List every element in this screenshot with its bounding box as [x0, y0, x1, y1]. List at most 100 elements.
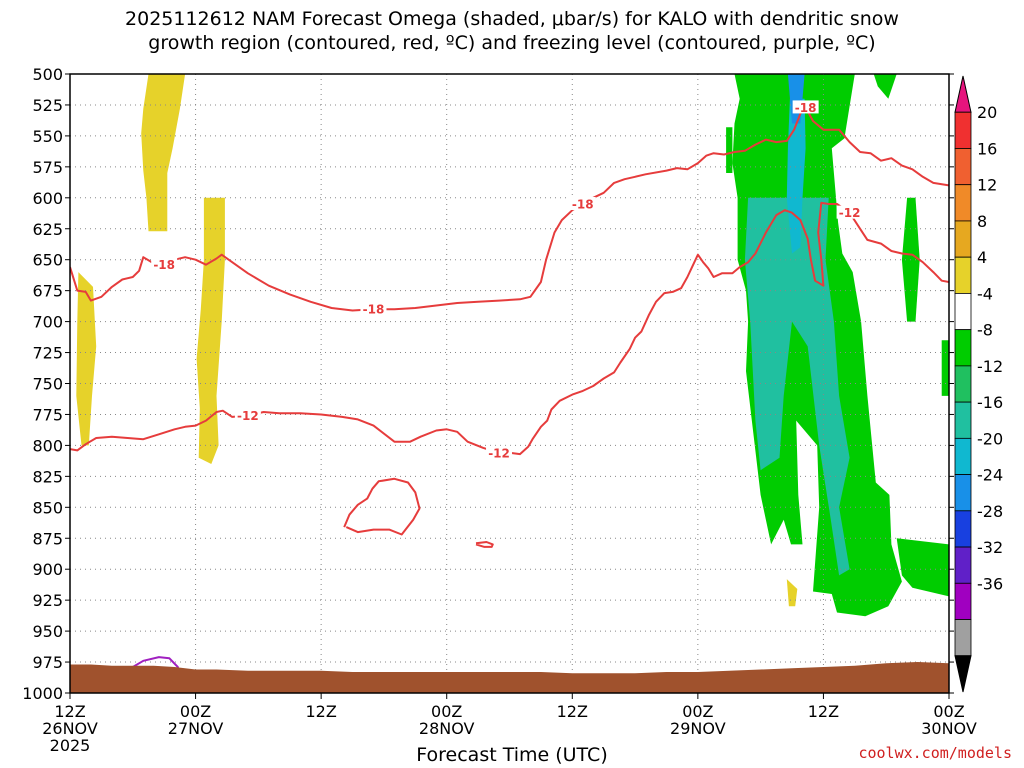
colorbar-label: -32: [977, 538, 1003, 557]
colorbar-label: -24: [977, 466, 1003, 485]
x-tick-label: 28NOV: [419, 719, 475, 738]
x-tick-label: 00Z: [180, 702, 211, 721]
omega-shade-0: [141, 74, 186, 232]
y-tick-label: 800: [32, 436, 63, 455]
omega-shade-8: [941, 340, 949, 396]
contour-line-3: [475, 541, 494, 548]
x-tick-label: 12Z: [808, 702, 839, 721]
omega-shade-10: [744, 197, 850, 576]
contour-label-bg: [569, 196, 596, 210]
contour-line-2: [343, 477, 421, 536]
contour-label-0: -18: [153, 258, 175, 272]
omega-shade-3: [786, 579, 798, 607]
y-tick-label: 700: [32, 313, 63, 332]
colorbar-label: 4: [977, 248, 987, 267]
omega-shade-7: [896, 538, 949, 597]
x-tick-label: 26NOV: [42, 719, 98, 738]
x-tick-label: 12Z: [54, 702, 85, 721]
contour-line-0: [70, 106, 949, 312]
y-tick-label: 725: [32, 344, 63, 363]
colorbar-label: -12: [977, 357, 1003, 376]
colorbar-bin: [954, 365, 972, 403]
contour-label-2: -18: [572, 197, 594, 211]
colorbar-bin: [954, 510, 972, 548]
y-tick-label: 975: [32, 653, 63, 672]
y-tick-label: 625: [32, 220, 63, 239]
y-tick-label: 1000: [22, 684, 63, 703]
colorbar-label: -8: [977, 321, 993, 340]
y-tick-label: 900: [32, 560, 63, 579]
contour-label-5: -12: [488, 446, 510, 460]
y-tick-label: 950: [32, 622, 63, 641]
y-tick-label: 500: [32, 65, 63, 84]
y-tick-label: 925: [32, 591, 63, 610]
y-tick-label: 675: [32, 282, 63, 301]
colorbar-label: 20: [977, 103, 997, 122]
colorbar-bin: [954, 546, 972, 584]
colorbar-label: 16: [977, 139, 997, 158]
colorbar-bin: [954, 111, 972, 149]
colorbar-bin: [954, 401, 972, 439]
contour-label-bg: [836, 205, 863, 219]
colorbar-bin: [954, 256, 972, 294]
x-axis-title: Forecast Time (UTC): [416, 744, 608, 766]
x-tick-label: 27NOV: [168, 719, 224, 738]
colorbar-bottom-arrow: [954, 655, 972, 693]
ground-terrain: [70, 662, 949, 693]
colorbar-bin: [954, 220, 972, 258]
plot-area: -18 -18 -18 -18 -12 -12 -12: [70, 74, 949, 693]
colorbar-bin: [954, 474, 972, 512]
contour-label-1: -18: [363, 303, 385, 317]
x-tick-label: 00Z: [682, 702, 713, 721]
chart-title-line2: growth region (contoured, red, ºC) and f…: [148, 32, 876, 54]
x-tick-label: 12Z: [305, 702, 336, 721]
omega-shade-9: [726, 127, 733, 173]
contour-label-bg: [234, 408, 261, 422]
contour-label-bg: [792, 100, 819, 114]
contour-label-4: -12: [237, 409, 259, 423]
omega-shade-5: [873, 74, 897, 99]
axes: 500 525 550 575 600 625 650 675 700 725 750 775 800 8…: [22, 65, 977, 755]
colorbar-label: 8: [977, 212, 987, 231]
y-tick-label: 850: [32, 498, 63, 517]
contour-label-3: -18: [795, 101, 817, 115]
x-tick-label: 30NOV: [921, 719, 977, 738]
y-tick-label: 600: [32, 189, 63, 208]
colorbar-label: -28: [977, 502, 1003, 521]
colorbar: 20 16 12 8 4 -4 -8 -12 -16 -20 -24 -28 -32 -36: [954, 75, 1003, 693]
colorbar-bin: [954, 437, 972, 475]
colorbar-bin: [954, 619, 972, 657]
colorbar-bin: [954, 329, 972, 367]
x-tick-label: 00Z: [431, 702, 462, 721]
colorbar-label: -20: [977, 429, 1003, 448]
y-tick-label: 875: [32, 529, 63, 548]
colorbar-bin: [954, 582, 972, 620]
contour-label-bg: [486, 445, 513, 459]
contour-label-6: -12: [839, 206, 861, 220]
colorbar-bin: [954, 293, 972, 331]
x-tick-label: 2025: [50, 736, 91, 755]
colorbar-label: -4: [977, 284, 993, 303]
colorbar-label: -36: [977, 574, 1003, 593]
y-tick-label: 650: [32, 251, 63, 270]
contour-label-bg: [360, 302, 387, 316]
x-tick-label: 29NOV: [670, 719, 726, 738]
colorbar-top-arrow: [954, 75, 972, 113]
y-tick-label: 775: [32, 405, 63, 424]
omega-shade-11: [786, 98, 806, 254]
colorbar-label: 12: [977, 176, 997, 195]
omega-shade-2: [76, 272, 97, 446]
y-tick-label: 525: [32, 96, 63, 115]
y-tick-label: 750: [32, 375, 63, 394]
x-tick-label: 00Z: [933, 702, 964, 721]
contour-label-bg: [151, 257, 178, 271]
colorbar-bin: [954, 148, 972, 186]
y-tick-label: 825: [32, 467, 63, 486]
y-tick-label: 575: [32, 158, 63, 177]
colorbar-bin: [954, 184, 972, 222]
x-tick-label: 12Z: [557, 702, 588, 721]
chart-title-line1: 2025112612 NAM Forecast Omega (shaded, μ…: [125, 8, 899, 30]
credit-text: coolwx.com/models: [858, 744, 1012, 762]
colorbar-label: -16: [977, 393, 1003, 412]
